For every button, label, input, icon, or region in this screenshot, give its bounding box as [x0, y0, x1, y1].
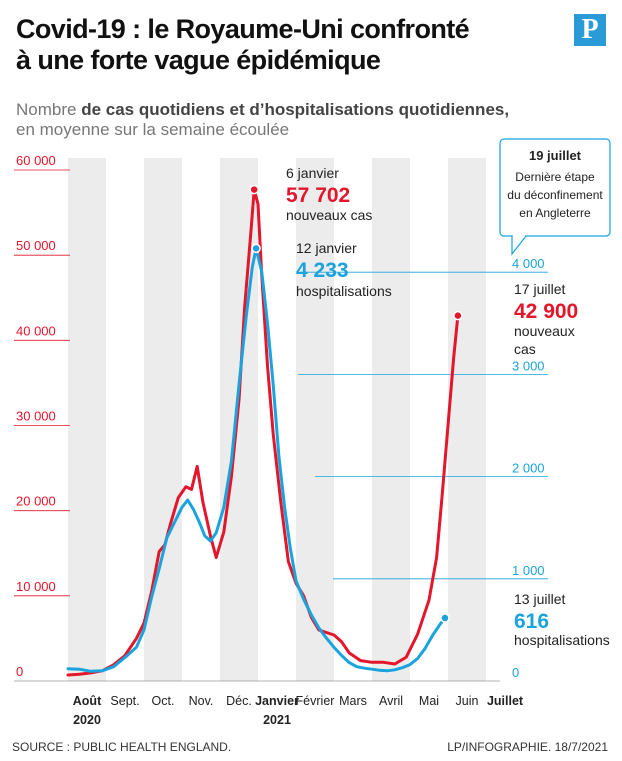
- left-tick-label: 30 000: [16, 409, 56, 424]
- peak-hosp-dot: [251, 243, 261, 254]
- last-cases-dot: [453, 310, 463, 321]
- annotation-last-hosp-value: 616: [514, 610, 549, 633]
- x-tick-label: Janvier: [255, 694, 299, 708]
- title-line-2: à une forte vague épidémique: [16, 45, 381, 75]
- x-year-label: 2021: [263, 713, 291, 727]
- month-band: [372, 158, 410, 681]
- x-tick-label: Mai: [419, 694, 439, 708]
- month-band: [296, 158, 334, 681]
- callout-line-3: en Angleterre: [519, 206, 591, 220]
- right-tick-label: 4 000: [512, 256, 545, 271]
- annotation-last-hosp-date: 13 juillet: [514, 591, 565, 607]
- annotation-peak-hosp-date: 12 janvier: [296, 240, 357, 256]
- left-tick-label: 40 000: [16, 323, 56, 338]
- credit-note: LP/INFOGRAPHIE. 18/7/2021: [447, 740, 608, 754]
- peak-cases-dot: [249, 184, 259, 195]
- callout-line-2: du déconfinement: [507, 188, 603, 202]
- annotation-last-hosp-label: hospitalisations: [514, 632, 610, 648]
- annotation-peak-cases-value: 57 702: [286, 184, 350, 207]
- x-tick-label: Juillet: [487, 694, 524, 708]
- source-note: SOURCE : PUBLIC HEALTH ENGLAND.: [12, 740, 232, 754]
- annotation-peak-cases-date: 6 janvier: [286, 165, 339, 181]
- x-tick-label: Nov.: [189, 694, 214, 708]
- annotation-peak-cases-label: nouveaux cas: [286, 207, 372, 223]
- newspaper-logo-icon: P: [574, 14, 606, 46]
- left-tick-label: 50 000: [16, 238, 56, 253]
- right-tick-label: 3 000: [512, 358, 545, 373]
- last-hosp-dot: [440, 613, 450, 623]
- right-tick-label: 2 000: [512, 461, 545, 476]
- callout-pointer: [511, 235, 527, 256]
- callout-title: 19 juillet: [529, 148, 582, 163]
- x-tick-label: Juin: [456, 694, 479, 708]
- subtitle-line-2: en moyenne sur la semaine écoulée: [16, 120, 290, 139]
- left-tick-label: 0: [16, 664, 23, 679]
- month-band: [220, 158, 258, 681]
- month-band: [448, 158, 486, 681]
- x-year-label: 2020: [73, 713, 101, 727]
- callout-line-1: Dernière étape: [515, 170, 595, 184]
- series-line-hospital: [66, 246, 447, 673]
- left-tick-label: 20 000: [16, 494, 56, 509]
- annotation-last-cases-date: 17 juillet: [514, 281, 565, 297]
- annotation-last-cases-label: nouveaux: [514, 323, 575, 339]
- callout-frame: [499, 138, 611, 237]
- annotation-peak-hosp-label: hospitalisations: [296, 283, 392, 299]
- x-tick-label: Déc.: [226, 694, 252, 708]
- chart-title: Covid-19 : le Royaume-Uni confronté à un…: [16, 14, 556, 76]
- annotation-last-cases-label-2: cas: [514, 341, 536, 357]
- left-tick-label: 10 000: [16, 579, 56, 594]
- x-tick-label: Février: [296, 694, 335, 708]
- x-tick-label: Avril: [379, 694, 403, 708]
- annotation-peak-hosp-value: 4 233: [296, 259, 349, 282]
- title-line-1: Covid-19 : le Royaume-Uni confronté: [16, 14, 470, 44]
- right-tick-label: 0: [512, 665, 519, 680]
- month-band: [68, 158, 106, 681]
- chart-subtitle: Nombre de cas quotidiens et d’hospitalis…: [16, 100, 616, 140]
- subtitle-emphasis: de cas quotidiens et d’hospitalisations …: [81, 100, 510, 119]
- line-chart: 60 000 50 000 40 000 30 000 20 000 10 000 0 4 0…: [14, 138, 611, 727]
- x-tick-label: Mars: [339, 694, 367, 708]
- left-tick-label: 60 000: [16, 153, 56, 168]
- annotation-last-cases-value: 42 900: [514, 300, 578, 323]
- x-tick-label: Sept.: [110, 694, 139, 708]
- x-tick-label: Oct.: [152, 694, 175, 708]
- x-tick-label: Août: [73, 694, 102, 708]
- callout-box: 19 juillet Dernière étape du déconfinement…: [499, 138, 611, 256]
- series-line-cases: [66, 188, 460, 677]
- right-tick-label: 1 000: [512, 563, 545, 578]
- subtitle-prefix: Nombre: [16, 100, 82, 119]
